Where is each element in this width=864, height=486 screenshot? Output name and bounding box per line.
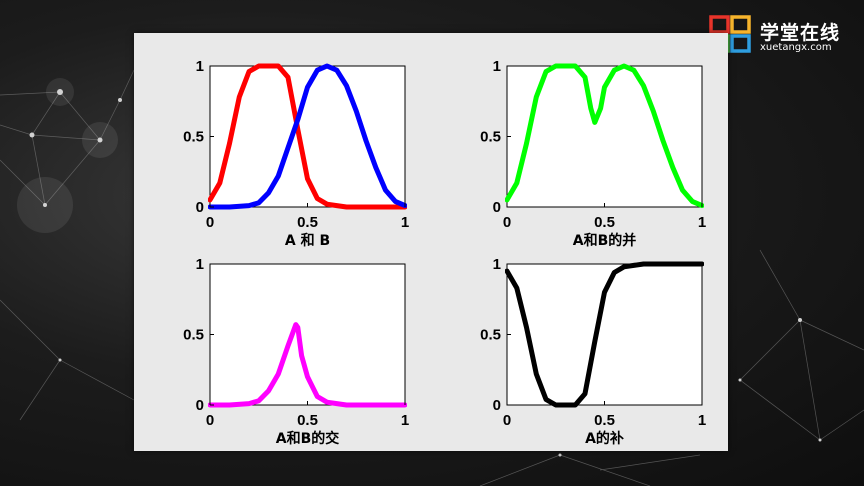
chart-1-svg: 0 0.5 1 0 0.5 1 A和B的并	[480, 58, 706, 249]
x-tick-label: 0	[206, 412, 214, 429]
y-tick-label: 0.5	[183, 129, 204, 146]
y-tick-label: 0	[493, 199, 501, 216]
y-tick-label: 1	[493, 256, 501, 273]
chart-complement: 0 0.5 1 0 0.5 1 A的补	[431, 231, 731, 451]
x-tick-label: 1	[698, 214, 706, 231]
x-tick-label: 0	[503, 214, 511, 231]
y-tick-label: 1	[196, 58, 204, 75]
series-line-1	[208, 63, 407, 210]
y-tick-label: 0.5	[480, 129, 501, 146]
y-tick-label: 0.5	[480, 327, 501, 344]
xuetangx-logo: 学堂在线 xuetangx.com	[708, 14, 864, 58]
x-tick-label: 1	[401, 412, 409, 429]
y-tick-label: 0	[493, 397, 501, 414]
slide-figure: 0 0.5 1 0 0.5 1 A 和 B 0 0.5 1 0 0.5 1 A和B的并 0 0.5 1 0 0.…	[134, 33, 728, 451]
plot-area	[209, 263, 406, 406]
y-tick-label: 0.5	[183, 327, 204, 344]
logo-name-en: xuetangx.com	[760, 42, 832, 53]
x-tick-label: 0	[503, 412, 511, 429]
x-axis-label: A和B的并	[573, 232, 637, 249]
series-line-0	[505, 261, 704, 408]
x-axis-label: A的补	[585, 430, 624, 447]
chart-2-svg: 0 0.5 1 0 0.5 1 A和B的交	[183, 256, 409, 447]
plot-area	[506, 263, 703, 406]
chart-3-svg: 0 0.5 1 0 0.5 1 A的补	[480, 256, 706, 447]
x-tick-label: 0.5	[594, 412, 615, 429]
x-tick-label: 0.5	[297, 412, 318, 429]
x-axis-label: A 和 B	[285, 233, 330, 249]
y-tick-label: 1	[196, 256, 204, 273]
x-tick-label: 0	[206, 214, 214, 231]
chart-intersection: 0 0.5 1 0 0.5 1 A和B的交	[134, 231, 434, 451]
logo-name-cn: 学堂在线	[760, 22, 841, 44]
x-tick-label: 1	[401, 214, 409, 231]
series-line-0	[208, 63, 407, 210]
chart-a-and-b: 0 0.5 1 0 0.5 1 A 和 B	[134, 33, 434, 253]
x-tick-label: 0.5	[297, 214, 318, 231]
x-tick-label: 0.5	[594, 214, 615, 231]
x-tick-label: 1	[698, 412, 706, 429]
y-tick-label: 0	[196, 199, 204, 216]
series-line-0	[505, 63, 704, 209]
y-tick-label: 0	[196, 397, 204, 414]
x-axis-label: A和B的交	[276, 430, 340, 447]
chart-0-svg: 0 0.5 1 0 0.5 1 A 和 B	[183, 58, 409, 249]
series-line-0	[208, 322, 407, 408]
y-tick-label: 1	[493, 58, 501, 75]
chart-union: 0 0.5 1 0 0.5 1 A和B的并	[431, 33, 731, 253]
